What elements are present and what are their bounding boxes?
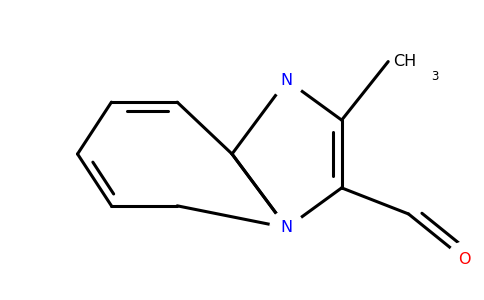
Text: O: O (458, 252, 470, 267)
Text: CH: CH (393, 54, 416, 69)
Text: N: N (281, 73, 293, 88)
Text: N: N (281, 220, 293, 235)
Circle shape (270, 211, 304, 245)
Circle shape (447, 242, 481, 276)
Text: 3: 3 (431, 70, 439, 83)
Circle shape (270, 63, 304, 97)
